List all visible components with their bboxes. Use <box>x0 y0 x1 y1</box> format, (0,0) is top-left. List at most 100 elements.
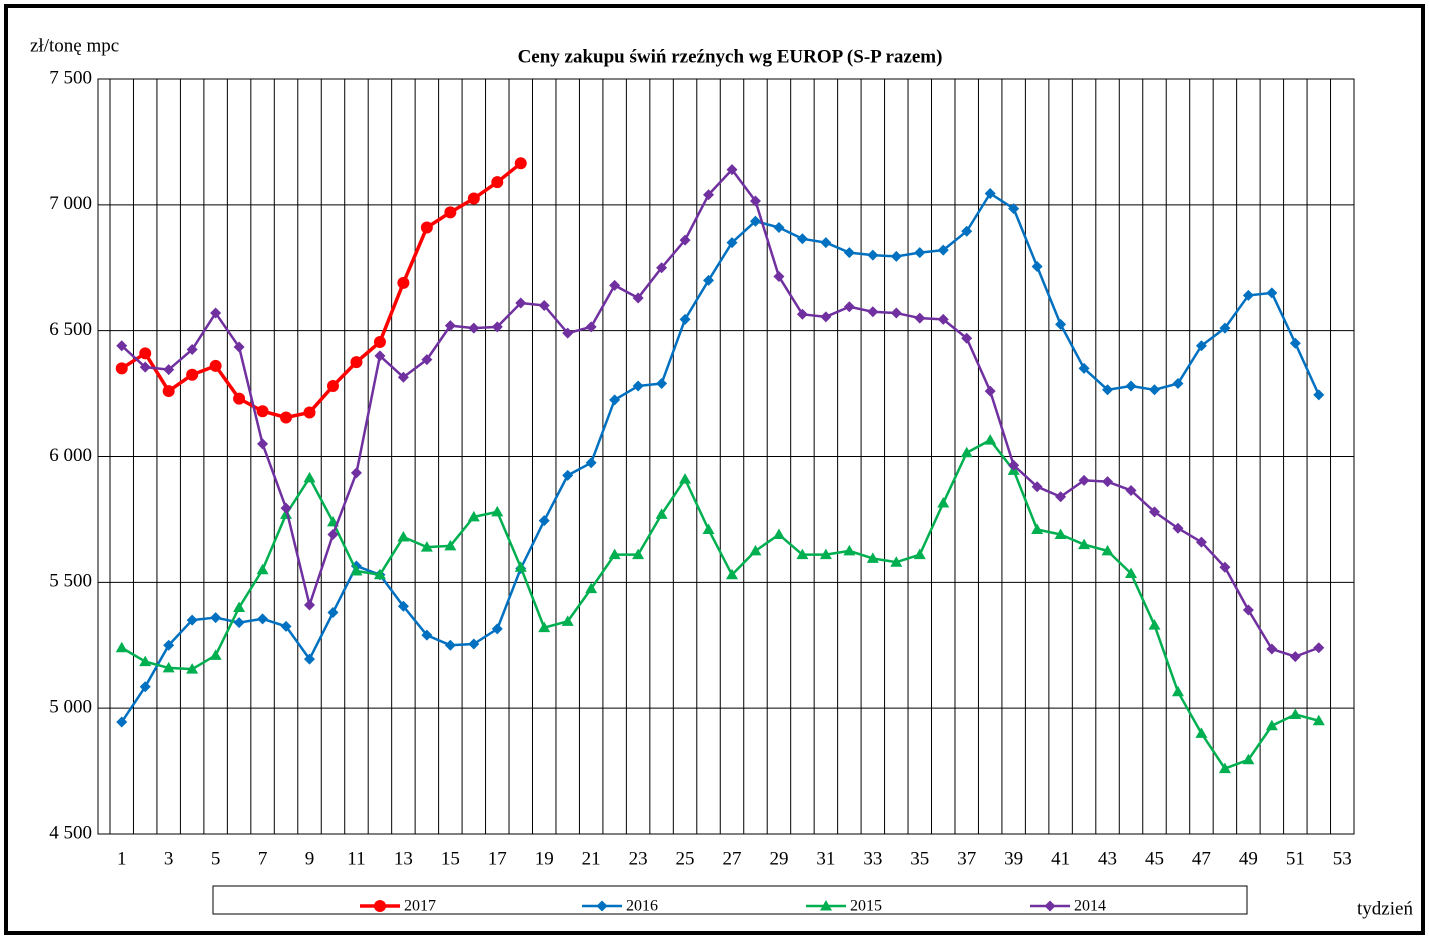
point <box>256 563 269 575</box>
point <box>749 195 761 207</box>
x-tick-label: 25 <box>676 848 695 869</box>
series-line <box>120 168 1320 658</box>
legend-box <box>212 885 1248 915</box>
point <box>303 471 316 483</box>
point <box>1242 289 1254 301</box>
point <box>397 276 410 289</box>
point <box>538 621 551 633</box>
point <box>796 548 809 560</box>
point <box>914 312 926 324</box>
x-tick-label: 31 <box>816 848 835 869</box>
point <box>679 473 692 484</box>
point <box>961 332 973 344</box>
point <box>609 394 621 406</box>
point <box>420 221 433 234</box>
point <box>585 582 598 594</box>
point <box>679 313 691 325</box>
point <box>139 361 151 373</box>
point <box>1031 481 1043 493</box>
x-tick-label: 37 <box>957 848 976 869</box>
point <box>749 215 761 227</box>
point <box>702 523 715 534</box>
point <box>397 531 410 542</box>
point <box>374 350 386 362</box>
point <box>115 641 128 653</box>
point <box>444 206 457 219</box>
point <box>655 508 668 519</box>
point <box>444 539 457 551</box>
point <box>1101 544 1114 556</box>
x-tick-label: 11 <box>347 848 365 869</box>
point <box>1054 528 1067 540</box>
point <box>280 411 293 424</box>
point <box>984 385 996 397</box>
x-tick-label: 41 <box>1051 848 1070 869</box>
point <box>1266 643 1278 655</box>
point <box>961 225 973 237</box>
point <box>937 313 949 325</box>
y-tick-label: 5 500 <box>49 571 92 592</box>
point <box>585 457 597 469</box>
point <box>937 497 950 508</box>
point <box>703 189 715 201</box>
point <box>326 380 339 393</box>
point <box>421 629 433 641</box>
point <box>515 297 527 309</box>
point <box>937 244 949 256</box>
point <box>491 505 504 517</box>
point <box>1195 340 1207 352</box>
point <box>843 544 856 556</box>
point <box>561 615 574 626</box>
point <box>233 617 245 629</box>
point <box>1172 378 1184 390</box>
point <box>1148 384 1160 396</box>
point <box>209 649 222 660</box>
point <box>562 469 574 481</box>
x-tick-label: 39 <box>1004 848 1023 869</box>
point <box>257 438 269 450</box>
point <box>1102 384 1114 396</box>
point <box>632 548 645 560</box>
series-line <box>121 438 1320 770</box>
series-line <box>120 192 1320 723</box>
point <box>773 271 785 283</box>
point <box>1055 491 1067 503</box>
legend-marker <box>596 900 608 912</box>
point <box>1265 719 1278 731</box>
point <box>1242 604 1254 616</box>
point <box>257 613 269 625</box>
x-tick-label: 17 <box>488 848 507 869</box>
point <box>514 561 527 572</box>
point <box>468 322 480 334</box>
y-tick-label: 6 500 <box>49 319 92 340</box>
point <box>1289 651 1301 663</box>
point <box>350 467 362 479</box>
point <box>726 237 738 249</box>
point <box>1125 484 1137 496</box>
point <box>1218 762 1231 774</box>
point <box>186 368 199 381</box>
point <box>609 279 621 291</box>
point <box>350 356 363 369</box>
point <box>890 250 902 262</box>
x-tick-label: 13 <box>394 848 413 869</box>
x-tick-label: 53 <box>1333 848 1352 869</box>
point <box>233 392 246 405</box>
point <box>562 327 574 339</box>
point <box>444 639 456 651</box>
point <box>162 661 175 673</box>
point <box>233 341 245 353</box>
legend-label: 2016 <box>626 898 658 915</box>
point <box>585 321 597 333</box>
point <box>186 614 198 626</box>
point <box>914 247 926 259</box>
point <box>913 548 926 560</box>
point <box>843 247 855 259</box>
point <box>186 344 198 356</box>
x-tick-label: 35 <box>910 848 929 869</box>
point <box>162 385 175 398</box>
y-tick-label: 6 000 <box>49 445 92 466</box>
point <box>1312 714 1325 726</box>
point <box>773 221 785 233</box>
y-tick-label: 5 000 <box>49 697 92 718</box>
